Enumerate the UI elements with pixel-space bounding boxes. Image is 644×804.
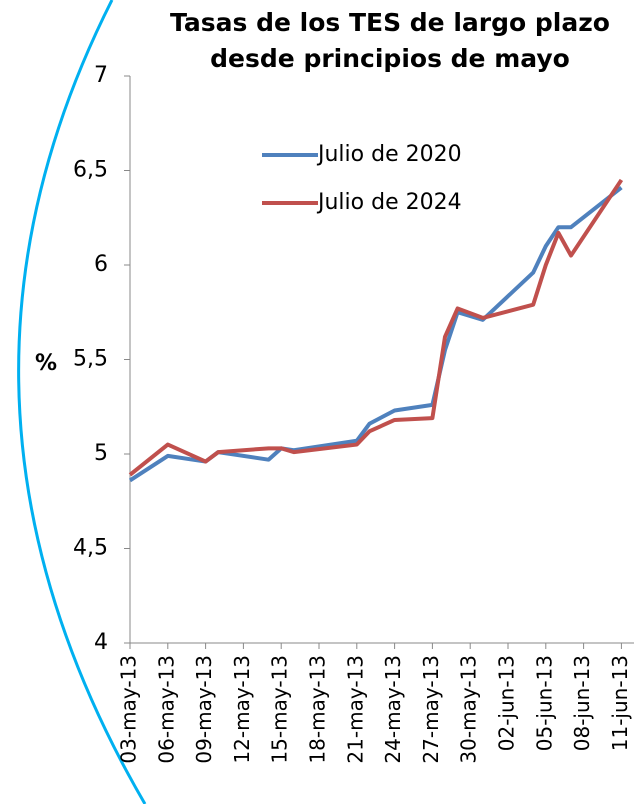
x-tick-label: 30-may-13 (457, 655, 481, 764)
x-tick-label: 21-may-13 (343, 655, 367, 764)
x-tick-label: 09-may-13 (192, 655, 216, 764)
x-tick-label: 03-may-13 (117, 655, 141, 764)
x-tick-label: 08-jun-13 (570, 655, 594, 751)
y-tick-label: 5 (94, 441, 108, 466)
series-line (128, 185, 623, 483)
x-tick-label: 06-may-13 (154, 655, 178, 764)
x-tick-label: 18-may-13 (306, 655, 330, 764)
y-tick-label: 6 (94, 252, 108, 277)
x-tick-label: 24-may-13 (381, 655, 405, 764)
x-tick-label: 12-may-13 (230, 655, 254, 764)
frame-arc (17, 0, 147, 804)
y-tick-label: 7 (94, 63, 108, 88)
x-tick-label: 02-jun-13 (495, 655, 519, 751)
x-tick-label: 15-may-13 (268, 655, 292, 764)
x-tick-label: 11-jun-13 (608, 655, 632, 751)
chart-title: Tasas de los TES de largo plazo (170, 8, 610, 37)
series-line (128, 178, 624, 477)
x-tick-label: 27-may-13 (419, 655, 443, 764)
y-tick-label: 4,5 (73, 536, 108, 561)
y-tick-label: 4 (94, 630, 108, 655)
y-tick-label: 5,5 (73, 347, 108, 372)
y-axis-label: % (35, 351, 57, 376)
legend-label: Julio de 2024 (316, 190, 462, 215)
y-tick-label: 6,5 (73, 158, 108, 183)
x-tick-label: 05-jun-13 (532, 655, 556, 751)
chart-title: desde principios de mayo (210, 44, 570, 73)
legend-label: Julio de 2020 (316, 142, 462, 167)
